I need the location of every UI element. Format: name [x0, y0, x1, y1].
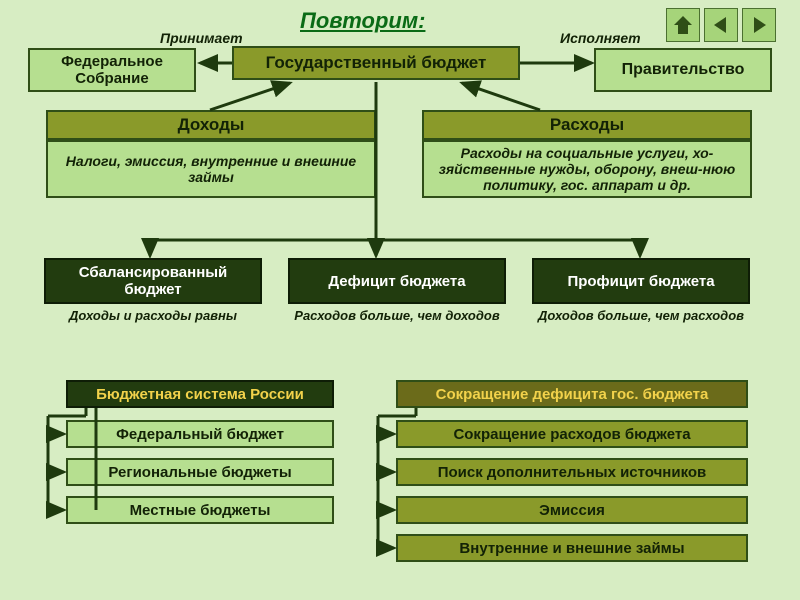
- annotation-left: Принимает: [160, 30, 243, 46]
- box-expense-body: Расходы на социальные услуги, хо-зяйстве…: [422, 140, 752, 198]
- nav-home[interactable]: [666, 8, 700, 42]
- caption-budget-type-1: Расходов больше, чем доходов: [288, 308, 506, 323]
- box-deficit-reduce-item-0: Сокращение расходов бюджета: [396, 420, 748, 448]
- box-budget-system-item-1: Региональные бюджеты: [66, 458, 334, 486]
- box-federal-assembly: Федеральное Собрание: [28, 48, 196, 92]
- annotation-right: Исполняет: [560, 30, 641, 46]
- caption-budget-type-2: Доходов больше, чем расходов: [532, 308, 750, 323]
- box-deficit-reduce-item-1: Поиск дополнительных источников: [396, 458, 748, 486]
- box-income-body: Налоги, эмиссия, внутренние и внешние за…: [46, 140, 376, 198]
- box-budget-system-item-0: Федеральный бюджет: [66, 420, 334, 448]
- box-deficit-reduce-item-3: Внутренние и внешние займы: [396, 534, 748, 562]
- box-deficit-reduce-item-2: Эмиссия: [396, 496, 748, 524]
- nav-next[interactable]: [742, 8, 776, 42]
- diagram-title: Повторим:: [300, 8, 520, 34]
- box-state-budget: Государственный бюджет: [232, 46, 520, 80]
- box-budget-system-item-2: Местные бюджеты: [66, 496, 334, 524]
- nav-prev[interactable]: [704, 8, 738, 42]
- box-expense-head: Расходы: [422, 110, 752, 140]
- box-budget-type-2: Профицит бюджета: [532, 258, 750, 304]
- caption-budget-type-0: Доходы и расходы равны: [44, 308, 262, 323]
- box-deficit-reduce-head: Сокращение дефицита гос. бюджета: [396, 380, 748, 408]
- box-government: Правительство: [594, 48, 772, 92]
- box-budget-system-head: Бюджетная система России: [66, 380, 334, 408]
- box-budget-type-0: Сбалансированный бюджет: [44, 258, 262, 304]
- box-budget-type-1: Дефицит бюджета: [288, 258, 506, 304]
- box-income-head: Доходы: [46, 110, 376, 140]
